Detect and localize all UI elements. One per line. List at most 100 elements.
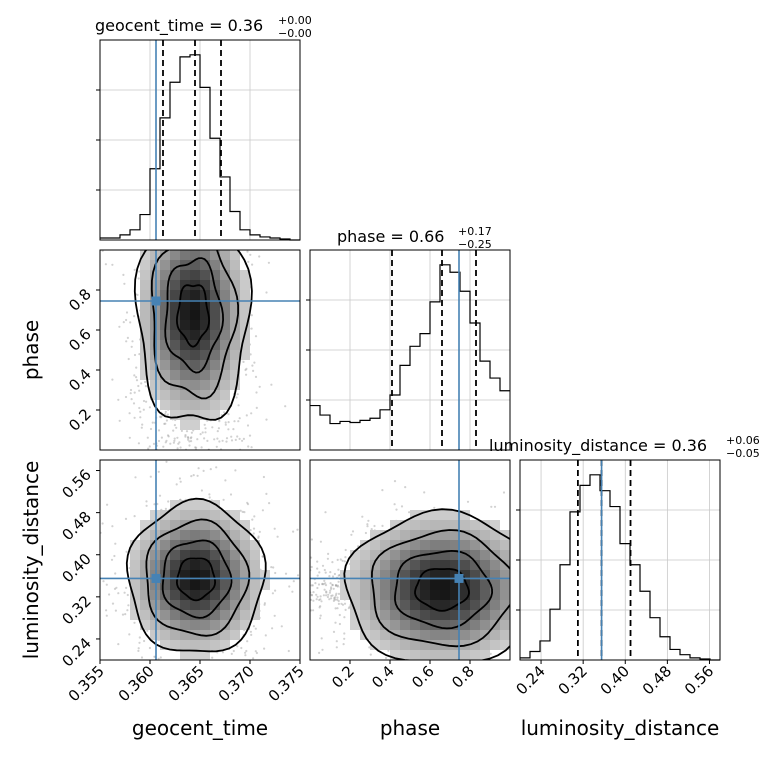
density-cell [150,560,160,570]
sample-point [246,503,250,506]
sample-point [271,592,274,595]
density-cell [410,540,420,550]
sample-point [246,250,249,253]
sample-point [133,621,136,624]
sample-point [343,560,346,563]
sample-point [164,410,167,413]
sample-point [310,598,313,602]
sample-point [225,437,229,440]
sample-point [222,204,224,206]
density-cell [210,350,220,360]
sample-point [343,637,346,640]
density-cell [430,630,440,640]
sample-point [178,477,181,480]
density-cell [350,570,360,580]
density-cell [350,580,360,590]
density-cell [240,270,250,280]
density-cell [490,530,500,540]
sample-point [339,558,342,561]
sample-point [319,614,322,617]
sample-point [194,241,196,243]
density-cell [180,540,190,550]
sample-point [242,360,245,363]
density-cell [200,380,210,390]
density-cell [380,580,390,590]
sample-point [247,260,250,263]
density-cell [150,520,160,530]
density-cell [210,510,220,520]
sample-point [315,598,318,601]
density-cell [460,510,470,520]
sample-point [245,373,248,376]
sample-point [211,656,214,659]
sample-point [142,408,145,411]
density-cell [350,560,360,570]
density-cell [170,280,180,290]
sample-point [223,411,226,414]
sample-point [186,436,190,439]
sample-point [342,643,345,646]
sample-point [138,389,141,392]
sample-point [258,385,261,388]
sample-point [233,420,236,423]
histogram-step [520,474,720,661]
density-cell [450,600,460,610]
sample-point [532,606,534,608]
density-cell [240,350,250,360]
density-cell [160,630,170,640]
density-cell [230,360,240,370]
sample-point [221,439,224,442]
density-cell [500,600,510,610]
density-cell [160,270,170,280]
sample-point [127,604,130,607]
sample-point [527,607,529,609]
density-cell [150,540,160,550]
density-cell [430,620,440,630]
sample-point [185,233,187,235]
sample-point [182,664,184,666]
density-cell [500,590,510,600]
density-cell [230,290,240,300]
sample-point [331,584,334,587]
y-tick-label: 0.48 [58,508,94,544]
sample-point [128,412,131,415]
density-cell [160,370,170,380]
density-cell [360,580,370,590]
sample-point [157,439,161,443]
sample-point [197,467,200,470]
density-cell [210,560,220,570]
density-cell [140,260,150,270]
sample-point [261,555,264,558]
density-cell [170,260,180,270]
sample-point [110,558,114,561]
sample-point [196,474,199,477]
density-cell [140,620,150,630]
density-cell [230,370,240,380]
x-tick-label: 0.8 [448,662,478,692]
density-cell [450,530,460,540]
density-cell [190,330,200,340]
y-tick-label: 0.4 [65,365,95,395]
sample-point [296,574,300,577]
sample-point [496,687,498,689]
density-cell [190,310,200,320]
sample-point [124,613,127,616]
density-cell [220,590,230,600]
density-cell [230,250,240,260]
sample-point [333,596,337,599]
density-cell [500,570,510,580]
density-cell [170,590,180,600]
ylabel-luminosity-distance: luminosity_distance [19,461,43,660]
sample-point [113,554,116,558]
density-cell [130,580,140,590]
density-cell [200,330,210,340]
density-cell [370,620,380,630]
density-cell [430,610,440,620]
sample-point [213,438,216,441]
density-cell [360,540,370,550]
sample-point [126,208,128,210]
density-cell [200,550,210,560]
density-cell [460,540,470,550]
density-cell [440,520,450,530]
density-cell [190,380,200,390]
